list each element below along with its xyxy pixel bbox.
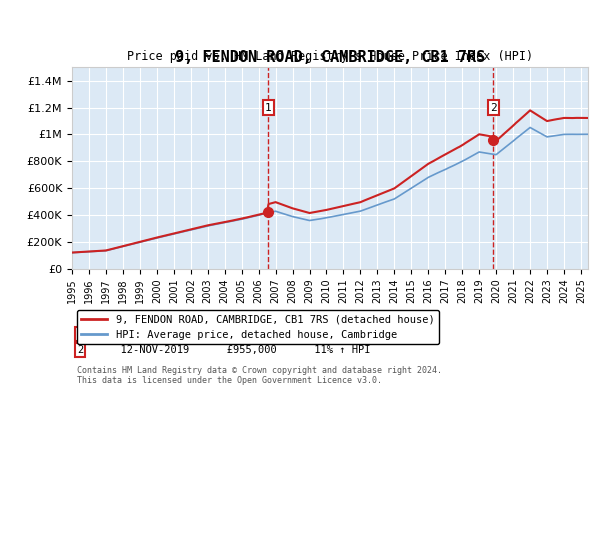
Text: 01-AUG-2006      £420,000      6% ↓ HPI: 01-AUG-2006 £420,000 6% ↓ HPI: [108, 329, 364, 339]
Text: 2: 2: [490, 102, 497, 113]
Title: 9, FENDON ROAD, CAMBRIDGE, CB1 7RS: 9, FENDON ROAD, CAMBRIDGE, CB1 7RS: [175, 50, 485, 64]
Text: 12-NOV-2019      £955,000      11% ↑ HPI: 12-NOV-2019 £955,000 11% ↑ HPI: [108, 346, 371, 356]
Text: 1: 1: [265, 102, 272, 113]
Text: Contains HM Land Registry data © Crown copyright and database right 2024.
This d: Contains HM Land Registry data © Crown c…: [77, 366, 442, 385]
Text: 1: 1: [77, 329, 83, 339]
Legend: 9, FENDON ROAD, CAMBRIDGE, CB1 7RS (detached house), HPI: Average price, detache: 9, FENDON ROAD, CAMBRIDGE, CB1 7RS (deta…: [77, 310, 439, 344]
Text: Price paid vs. HM Land Registry's House Price Index (HPI): Price paid vs. HM Land Registry's House …: [127, 50, 533, 63]
Text: 2: 2: [77, 346, 83, 356]
